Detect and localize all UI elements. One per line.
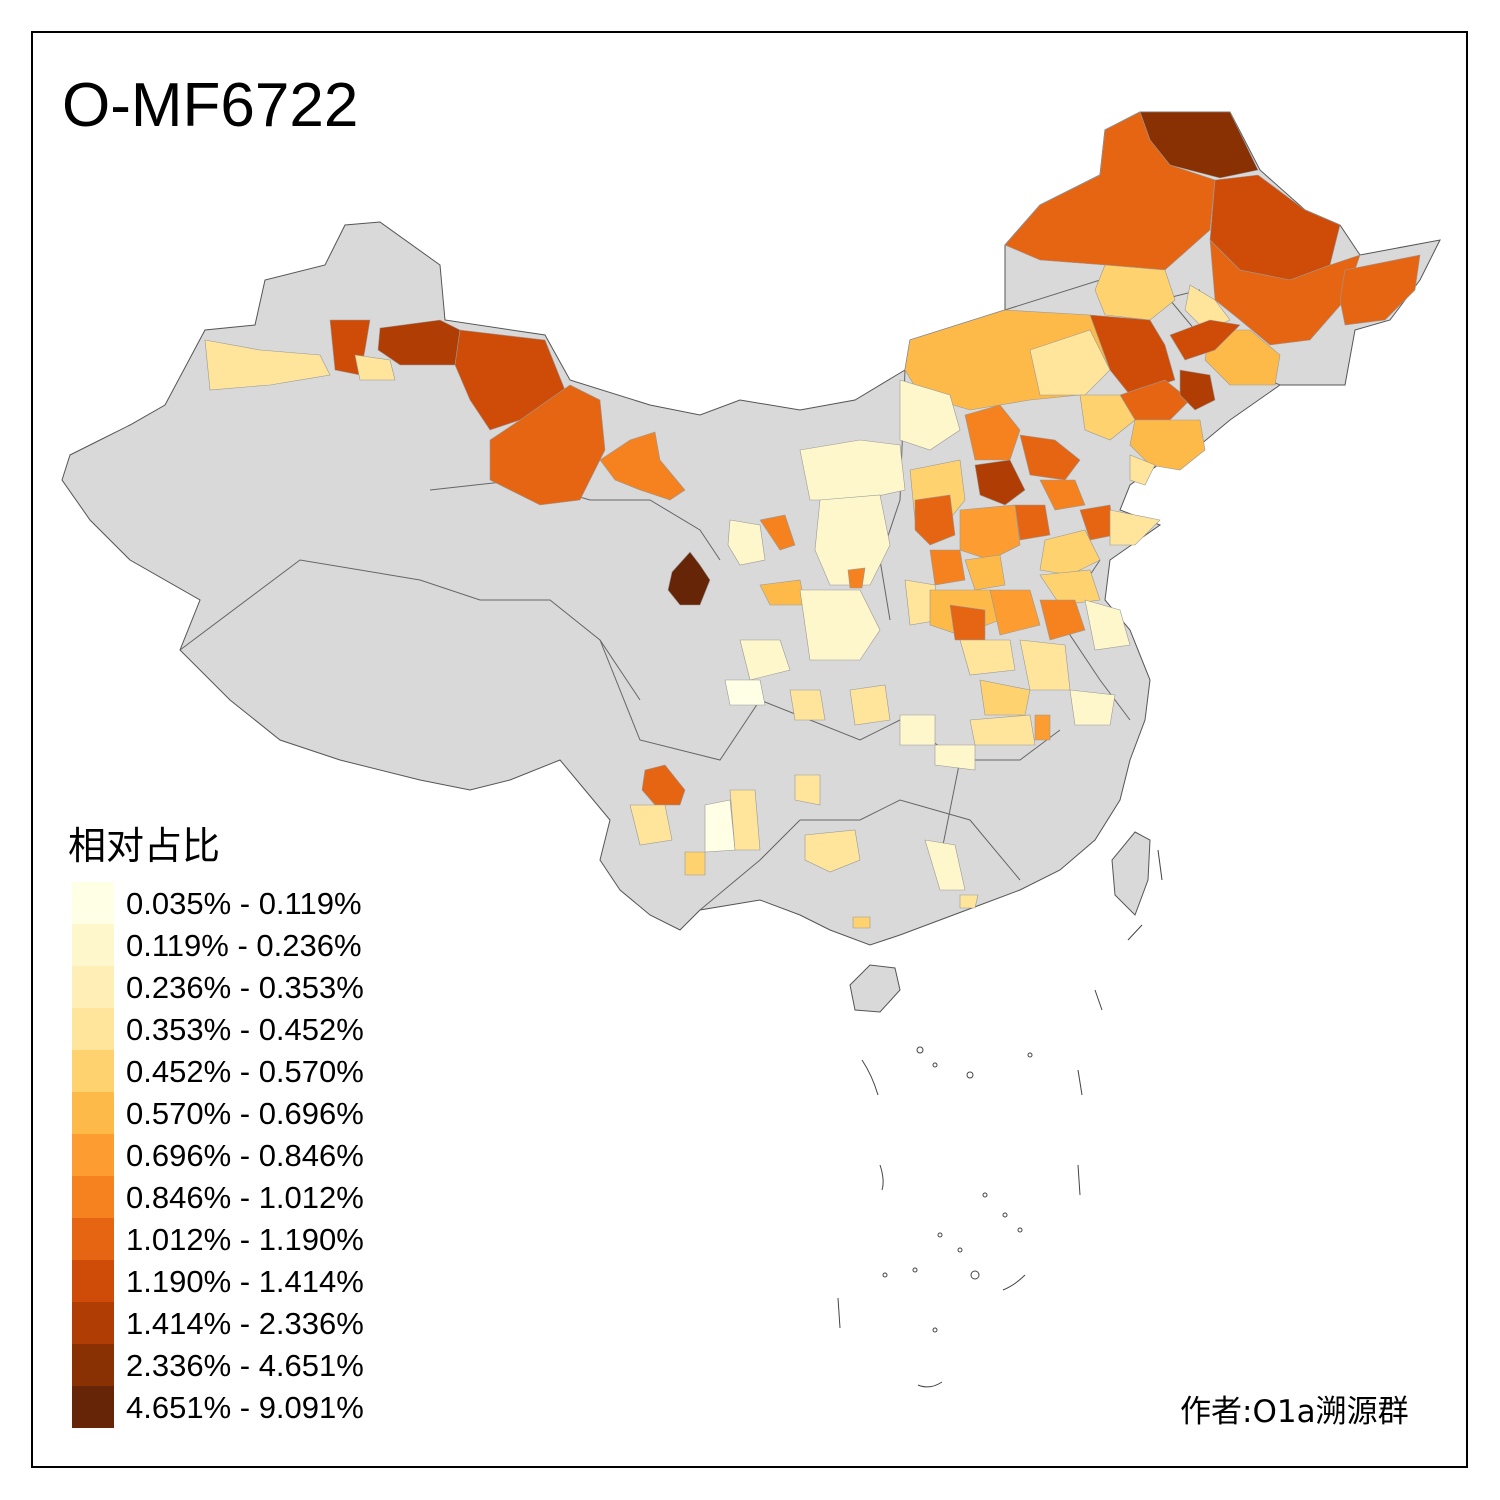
legend-label: 0.452% - 0.570% (126, 1054, 364, 1089)
region-hubei-west (899, 714, 936, 746)
region-guangdong-west (924, 839, 966, 891)
region-hubei-east (969, 714, 1036, 746)
region-gansu-east-1 (727, 519, 766, 566)
region-yunnan-south (684, 851, 706, 876)
region-taiyuan (929, 549, 966, 586)
region-yunnan-center (704, 799, 736, 853)
legend-swatch (72, 1302, 114, 1344)
legend-swatch (72, 1008, 114, 1050)
region-liaoning (1129, 419, 1206, 471)
region-shandong-south (1039, 569, 1101, 606)
legend-label: 1.012% - 1.190% (126, 1222, 364, 1257)
region-tangshan (1039, 479, 1086, 511)
region-sichuan-north (739, 639, 791, 681)
region-chengde (1019, 434, 1081, 481)
region-chongqing (794, 774, 821, 806)
region-baotou (899, 379, 961, 451)
region-shandong-east (1109, 509, 1161, 546)
legend-swatch (72, 1050, 114, 1092)
region-guangxi (804, 829, 861, 873)
map-base-hainan (849, 964, 901, 1013)
region-zhangjiakou (964, 404, 1021, 461)
region-henan-east (989, 589, 1041, 636)
legend-swatch (72, 882, 114, 924)
region-anhui-center (979, 679, 1031, 716)
region-jiangsu-north (1084, 599, 1131, 651)
south-sea-islands (837, 849, 1163, 1388)
region-tianjin (1014, 504, 1051, 541)
map-title: O-MF6722 (62, 71, 359, 140)
legend-label: 0.353% - 0.452% (126, 1012, 364, 1047)
region-karamay (354, 354, 396, 381)
region-ningxia (759, 514, 796, 551)
region-xining (667, 551, 711, 606)
region-jilin-center (1169, 319, 1241, 361)
region-gansu-west (599, 431, 686, 501)
legend-swatch (72, 1092, 114, 1134)
region-guangzhou (959, 894, 979, 909)
region-shaanxi-center (799, 589, 881, 661)
legend-swatch (72, 1260, 114, 1302)
legend-swatch (72, 924, 114, 966)
region-yunnan-west (629, 804, 673, 846)
legend-swatch (72, 1386, 114, 1428)
region-hubei-center (934, 744, 976, 771)
legend-swatch (72, 966, 114, 1008)
region-sichuan-west (724, 679, 766, 706)
region-shandong-west (1039, 529, 1101, 576)
legend-label: 0.035% - 0.119% (126, 886, 362, 921)
legend-label: 1.190% - 1.414% (126, 1264, 364, 1299)
region-henan-south (959, 639, 1016, 676)
region-shaanxi-south (849, 684, 891, 726)
region-anhui-south (1034, 714, 1051, 741)
region-liaoning-north (1179, 369, 1216, 411)
region-xilingol (1029, 329, 1111, 396)
legend-label: 0.236% - 0.353% (126, 970, 364, 1005)
region-hebei-center (959, 504, 1021, 561)
legend-swatch (72, 1218, 114, 1260)
region-jiangsu-south (1069, 689, 1116, 726)
author-credit: 作者:O1a溯源群 (1180, 1394, 1409, 1430)
legend-label: 0.119% - 0.236% (126, 928, 362, 963)
legend-label: 0.696% - 0.846% (126, 1138, 364, 1173)
region-yili (204, 339, 331, 391)
region-chifeng (1079, 394, 1136, 441)
legend-label: 0.846% - 1.012% (126, 1180, 364, 1215)
region-gansu-south (847, 567, 866, 589)
region-yunnan-east (729, 789, 761, 851)
region-shaanxi-north (814, 494, 891, 586)
legend-label: 2.336% - 4.651% (126, 1348, 364, 1383)
region-jilin-west (1204, 329, 1281, 386)
region-beijing (974, 459, 1026, 506)
region-chengdu (789, 689, 826, 721)
region-zhanjiang (852, 916, 871, 929)
region-henan-center (949, 604, 986, 641)
region-heilongjiang-far-east (1339, 254, 1421, 326)
map-base-taiwan (1111, 831, 1151, 916)
region-altay (377, 319, 461, 366)
legend-label: 1.414% - 2.336% (126, 1306, 364, 1341)
region-shanxi-datong (914, 494, 956, 546)
legend-label: 4.651% - 9.091% (126, 1390, 364, 1425)
region-dalian (1129, 454, 1156, 486)
legend-swatch (72, 1176, 114, 1218)
legend-swatch (72, 1134, 114, 1176)
legend-label: 0.570% - 0.696% (126, 1096, 364, 1131)
legend-swatch (72, 1344, 114, 1386)
region-hami (489, 384, 606, 506)
region-xuzhou (1039, 599, 1086, 641)
legend-title: 相对占比 (68, 824, 221, 868)
region-ordos (799, 439, 906, 501)
region-shijiazhuang (964, 554, 1006, 591)
region-yunnan-northwest (641, 764, 686, 806)
figure-frame (31, 31, 1468, 1468)
